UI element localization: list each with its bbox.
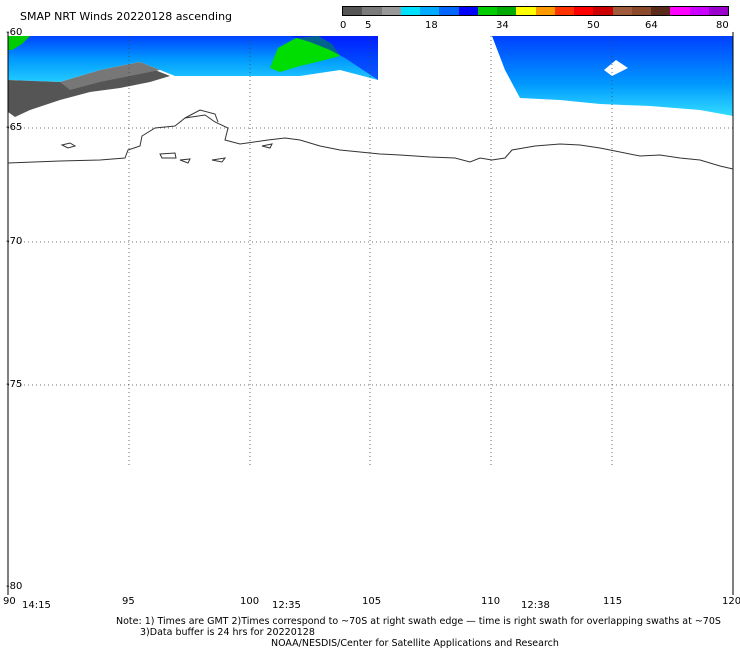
lon-label: 105 bbox=[362, 596, 382, 607]
left-swath bbox=[8, 36, 378, 117]
colorbar-swatch bbox=[651, 7, 671, 15]
right-swath bbox=[492, 36, 733, 116]
colorbar-swatch bbox=[631, 7, 651, 15]
lon-label: 120 bbox=[722, 596, 740, 607]
lat-label: -70 bbox=[6, 236, 23, 247]
colorbar-swatch bbox=[708, 7, 728, 15]
note-line-2: 3)Data buffer is 24 hrs for 20220128 bbox=[140, 627, 315, 638]
colorbar-swatch bbox=[400, 7, 420, 15]
colorbar-swatch bbox=[612, 7, 632, 15]
colorbar-swatch bbox=[554, 7, 574, 15]
swath-time: 14:15 bbox=[22, 600, 51, 611]
lat-label: -65 bbox=[6, 122, 23, 133]
lon-label: 100 bbox=[240, 596, 260, 607]
colorbar-tick: 0 bbox=[340, 20, 347, 31]
colorbar-tick: 34 bbox=[496, 20, 509, 31]
colorbar-swatch bbox=[689, 7, 709, 15]
lon-label: 90 bbox=[3, 596, 16, 607]
note-line-1: Note: 1) Times are GMT 2)Times correspon… bbox=[116, 616, 721, 627]
graticule bbox=[8, 36, 733, 465]
colorbar-swatch bbox=[420, 7, 440, 15]
lon-label: 115 bbox=[603, 596, 623, 607]
colorbar-swatch bbox=[497, 7, 517, 15]
colorbar-swatch bbox=[458, 7, 478, 15]
colorbar-tick: 18 bbox=[425, 20, 438, 31]
colorbar-swatch bbox=[593, 7, 613, 15]
map-title: SMAP NRT Winds 20220128 ascending bbox=[20, 10, 233, 23]
colorbar-tick: 80 bbox=[716, 20, 729, 31]
colorbar-swatch bbox=[574, 7, 594, 15]
colorbar-swatch bbox=[516, 7, 536, 15]
lat-label: -60 bbox=[6, 27, 23, 38]
colorbar-swatch bbox=[362, 7, 382, 15]
lon-label: 110 bbox=[481, 596, 501, 607]
lon-label: 95 bbox=[122, 596, 135, 607]
wind-speed-colorbar bbox=[342, 6, 729, 16]
note-line-3: NOAA/NESDIS/Center for Satellite Applica… bbox=[271, 638, 559, 649]
colorbar-swatch bbox=[535, 7, 555, 15]
coastline bbox=[7, 109, 734, 170]
lat-label: -75 bbox=[6, 379, 23, 390]
colorbar-swatch bbox=[381, 7, 401, 15]
colorbar-tick: 64 bbox=[645, 20, 658, 31]
swath-time: 12:35 bbox=[272, 600, 301, 611]
colorbar-swatch bbox=[670, 7, 690, 15]
colorbar-swatch bbox=[477, 7, 497, 15]
colorbar-tick: 50 bbox=[587, 20, 600, 31]
lat-label: -80 bbox=[6, 581, 23, 592]
colorbar-tick: 5 bbox=[365, 20, 372, 31]
swath-time: 12:38 bbox=[521, 600, 550, 611]
colorbar-swatch bbox=[439, 7, 459, 15]
colorbar-swatch bbox=[343, 7, 363, 15]
